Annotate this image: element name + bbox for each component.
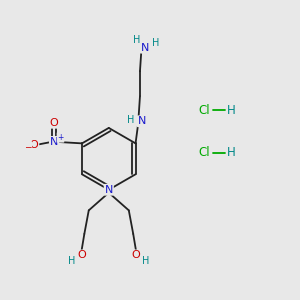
Text: H: H	[226, 146, 235, 159]
Text: H: H	[226, 104, 235, 117]
Text: −: −	[24, 142, 31, 151]
Text: H: H	[142, 256, 149, 266]
Text: Cl: Cl	[199, 146, 210, 159]
Text: N: N	[141, 43, 149, 53]
Text: O: O	[50, 118, 58, 128]
Text: N: N	[105, 185, 113, 195]
Text: H: H	[152, 38, 160, 48]
Text: O: O	[132, 250, 140, 260]
Text: O: O	[30, 140, 38, 150]
Text: N: N	[50, 137, 58, 147]
Text: N: N	[138, 116, 146, 126]
Text: H: H	[133, 35, 141, 45]
Text: O: O	[77, 250, 86, 260]
Text: Cl: Cl	[199, 104, 210, 117]
Text: H: H	[68, 256, 76, 266]
Text: +: +	[57, 133, 64, 142]
Text: H: H	[128, 115, 135, 125]
